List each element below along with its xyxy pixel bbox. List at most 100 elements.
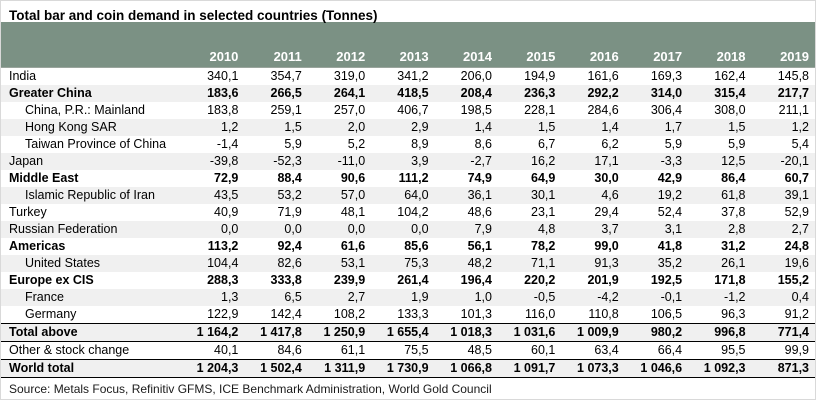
value-cell: 1 164,2 [181,323,245,342]
value-cell: 0,0 [284,222,302,236]
value-cell: 36,1 [467,188,492,202]
value-cell: 37,8 [721,205,746,219]
value-cell: 1 066,8 [434,359,498,378]
value-cell: 308,0 [714,103,746,117]
value-cell: 236,3 [524,86,556,100]
value-cell: 133,3 [397,307,429,321]
value-cell: 266,5 [270,86,302,100]
value-cell: 418,5 [397,86,429,100]
value-cell: 12,5 [721,154,746,168]
value-cell: 1,5 [284,120,302,134]
value-cell: 61,1 [307,341,372,360]
value-cell: 113,2 [207,239,239,253]
value-cell: 183,8 [207,103,239,117]
year-column-header: 2011 [244,22,308,68]
value-cell: 56,1 [467,239,492,253]
row-label: China, P.R.: Mainland [25,103,145,117]
value-cell: 92,4 [277,239,302,253]
row-label: India [9,69,37,83]
value-cell: 53,1 [340,256,366,270]
value-cell: 155,2 [777,273,809,287]
value-cell: 319,0 [333,69,366,83]
value-cell: 980,2 [624,323,689,342]
value-cell: 1,9 [411,290,429,304]
value-cell: 1 018,3 [434,323,498,342]
value-cell: 74,9 [467,171,492,185]
table-row: Hong Kong SAR 1,2 1,5 2,0 2,9 1,4 1,5 1,4 1,7 1,5… [1,119,815,136]
value-cell: 194,9 [524,69,556,83]
value-cell: 1 502,4 [244,359,308,378]
value-cell: 122,9 [207,307,239,321]
value-cell: 48,6 [467,205,492,219]
value-cell: 5,9 [728,137,746,151]
value-cell: 48,1 [340,205,366,219]
value-cell: 57,0 [340,188,366,202]
value-cell: 1 655,4 [371,323,435,342]
value-cell: 75,3 [404,256,429,270]
value-cell: 23,1 [531,205,556,219]
value-cell: 341,2 [397,69,429,83]
value-cell: 24,8 [784,239,809,253]
table-row: Germany 122,9 142,4 108,2 133,3 101,3 116,0 110… [1,306,815,324]
value-cell: 169,3 [650,69,683,83]
year-column-header: 2018 [688,22,752,68]
value-cell: 1,3 [221,290,239,304]
row-label: Japan [9,154,44,168]
year-column-header: 2017 [624,22,689,68]
value-cell: 26,1 [721,256,746,270]
table-row: Europe ex CIS 288,3 333,8 239,9 261,4 196,4 22… [1,272,815,289]
value-cell: 1 092,3 [688,359,752,378]
value-cell: 871,3 [751,359,815,378]
year-column-header: 2013 [371,22,435,68]
table-title: Total bar and coin demand in selected co… [9,8,378,23]
value-cell: 2,8 [728,222,746,236]
year-column-header: 2016 [561,22,625,68]
value-cell: 340,1 [207,69,239,83]
value-cell: 2,7 [347,290,366,304]
value-cell: 292,2 [587,86,619,100]
value-cell: -2,7 [470,154,492,168]
table-row: France 1,3 6,5 2,7 1,9 1,0 -0,5 -4,2 -0,1 -1,2 0,4 [1,289,815,306]
value-cell: -0,5 [533,290,556,304]
row-label: France [25,290,64,304]
table-row: World total 1 204,3 1 502,4 1 311,9 1 730,9 1… [1,359,815,378]
value-cell: 6,7 [537,137,556,151]
table-header: 2010 2011 2012 2013 2014 2015 2016 2017 2018 2019 [1,22,815,68]
value-cell: 8,9 [411,137,429,151]
value-cell: 198,5 [460,103,492,117]
value-cell: 91,2 [784,307,809,321]
row-label: Total above [1,323,181,342]
value-cell: 60,7 [784,171,809,185]
value-cell: 7,9 [474,222,492,236]
value-cell: 1 417,8 [244,323,308,342]
value-cell: 306,4 [650,103,683,117]
year-column-header: 2012 [307,22,372,68]
value-cell: 99,9 [751,341,815,360]
value-cell: 211,1 [778,103,809,117]
value-cell: 1 091,7 [497,359,562,378]
value-cell: 85,6 [404,239,429,253]
value-cell: 1,5 [537,120,556,134]
value-cell: 2,7 [791,222,809,236]
value-cell: 2,9 [411,120,429,134]
year-column-header: 2010 [181,22,245,68]
row-label: Turkey [9,205,47,219]
value-cell: 1 250,9 [307,323,372,342]
value-cell: 220,2 [524,273,556,287]
value-cell: 72,9 [214,171,239,185]
value-cell: 333,8 [270,273,302,287]
value-cell: -52,3 [273,154,302,168]
value-cell: 30,0 [594,171,619,185]
table-row: United States 104,4 82,6 53,1 75,3 48,2 71,1 91… [1,255,815,272]
value-cell: 3,7 [601,222,619,236]
table-row: Other & stock change 40,1 84,6 61,1 75,5 48,5… [1,341,815,360]
value-cell: 61,8 [721,188,746,202]
table-row: Islamic Republic of Iran 43,5 53,2 57,0 64,0… [1,187,815,204]
table-row: Turkey 40,9 71,9 48,1 104,2 48,6 23,1 29,4 52,4 3… [1,204,815,221]
year-column-header: 2019 [751,22,815,68]
value-cell: 288,3 [207,273,239,287]
value-cell: 996,8 [688,323,752,342]
row-label: Hong Kong SAR [25,120,117,134]
table-row: Total above 1 164,2 1 417,8 1 250,9 1 655,4 1… [1,323,815,342]
